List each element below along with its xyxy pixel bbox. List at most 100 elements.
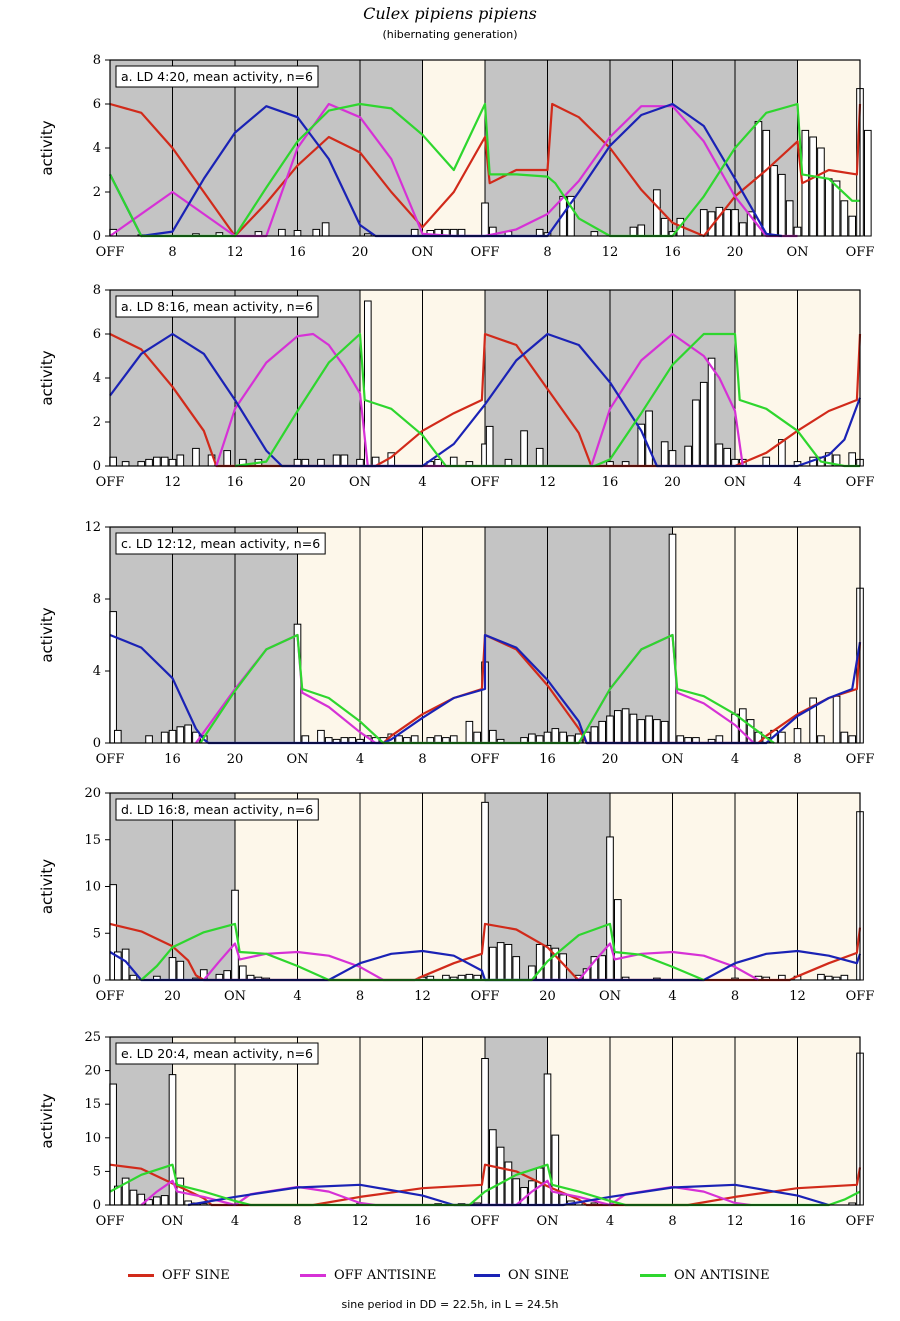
activity-bar: [551, 1134, 560, 1206]
legend-item-on-antisine: ON ANTISINE: [640, 1268, 770, 1283]
x-tick-label: OFF: [846, 475, 875, 490]
legend-swatch-off-sine: [128, 1274, 154, 1277]
curve-off-sine: [109, 1163, 862, 1207]
x-tick-label: 12: [352, 1214, 369, 1229]
activity-bar: [613, 899, 622, 981]
legend-label-off-sine: OFF SINE: [162, 1268, 230, 1283]
x-tick-label: 8: [418, 752, 426, 767]
legend-swatch-on-antisine: [640, 1274, 666, 1277]
x-tick-label: 4: [668, 989, 676, 1004]
activity-bar: [778, 731, 786, 744]
activity-bar: [192, 447, 200, 467]
activity-bar: [481, 202, 489, 237]
panel-title-box: [115, 532, 326, 555]
x-tick-label: 16: [539, 752, 556, 767]
y-tick-label: 0: [93, 736, 101, 751]
x-tick-label: ON: [224, 989, 246, 1004]
activity-bar: [223, 970, 232, 981]
activity-bar: [660, 217, 669, 237]
x-tick-label: OFF: [846, 1214, 875, 1229]
legend-item-on-sine: ON SINE: [474, 1268, 569, 1283]
activity-bar: [793, 728, 802, 744]
x-tick-label: 20: [664, 475, 681, 490]
activity-bar: [109, 611, 117, 744]
activity-bar: [223, 450, 232, 467]
x-tick-label: 4: [231, 1214, 239, 1229]
activity-bar: [848, 452, 857, 467]
legend-label-on-sine: ON SINE: [508, 1268, 570, 1283]
x-tick-label: 12: [414, 989, 431, 1004]
panel-title: a. LD 8:16, mean activity, n=6: [121, 299, 313, 314]
activity-bar: [731, 209, 739, 237]
x-tick-label: 16: [789, 1214, 806, 1229]
y-axis-label: activity: [38, 120, 56, 175]
activity-bar: [520, 430, 528, 467]
y-tick-label: 4: [93, 664, 101, 679]
figure-subtitle: (hibernating generation): [382, 28, 518, 41]
x-tick-label: 8: [293, 1214, 301, 1229]
activity-bar: [770, 165, 778, 237]
activity-bar: [606, 836, 614, 981]
legend-item-off-sine: OFF SINE: [128, 1268, 230, 1283]
x-tick-label: ON: [161, 1214, 183, 1229]
panel-title-box: [115, 65, 319, 88]
activity-bar: [660, 720, 669, 744]
panel-title: c. LD 12:12, mean activity, n=6: [121, 536, 320, 551]
x-tick-label: OFF: [471, 475, 500, 490]
activity-bar: [840, 974, 849, 981]
y-tick-label: 4: [93, 141, 101, 156]
activity-bar: [312, 228, 321, 237]
curve-on-sine: [109, 633, 862, 745]
activity-bar: [176, 454, 185, 467]
x-tick-label: 20: [289, 475, 306, 490]
activity-bar: [121, 461, 130, 467]
y-tick-label: 20: [84, 786, 101, 801]
activity-bar: [160, 731, 169, 744]
activity-bar: [606, 715, 614, 744]
activity-bar: [551, 728, 560, 744]
activity-bar: [332, 454, 341, 467]
activity-bar: [848, 215, 857, 237]
curve-on-antisine: [109, 102, 860, 238]
activity-bar: [145, 458, 153, 467]
y-axis-label: activity: [38, 1093, 56, 1148]
y-tick-label: 15: [84, 833, 101, 848]
activity-bar: [613, 710, 622, 744]
y-tick-label: 5: [93, 926, 101, 941]
curve-on-antisine: [234, 332, 860, 468]
chart-panel-4: 0 5 10 15 20 OFF 20 ON 4 8 12 OFF 20 ON 4 8 12 OFF activit…: [38, 786, 874, 1004]
activity-bar: [785, 200, 794, 237]
activity-bar: [512, 956, 521, 981]
dark-phase-band: [110, 1037, 173, 1205]
activity-bar: [473, 731, 482, 744]
x-tick-label: 16: [164, 752, 181, 767]
activity-bar: [535, 447, 544, 467]
activity-bar: [817, 147, 825, 237]
curve-off-sine: [109, 102, 862, 238]
plot-frame: [109, 1036, 861, 1206]
panel-title-box: [115, 295, 319, 318]
activity-bar: [738, 222, 747, 237]
activity-bar: [738, 708, 747, 744]
activity-bar: [113, 729, 122, 744]
activity-bar: [840, 731, 849, 744]
activity-bar: [528, 733, 536, 744]
activity-bar: [590, 231, 599, 237]
y-tick-label: 0: [93, 973, 101, 988]
activity-bar: [637, 224, 646, 237]
chart-panel-5: 0 5 10 15 20 25 OFF ON 4 8 12 16 OFF ON 4 8 12 16 OFF activ…: [38, 1030, 874, 1229]
y-tick-label: 0: [93, 229, 101, 244]
y-axis-label: activity: [38, 859, 56, 914]
activity-bar: [488, 729, 497, 744]
activity-bar: [184, 724, 192, 744]
activity-bar: [629, 226, 638, 237]
x-tick-label: OFF: [846, 989, 875, 1004]
activity-bar: [321, 222, 330, 237]
y-tick-label: 25: [84, 1030, 101, 1045]
y-tick-label: 4: [93, 371, 101, 386]
activity-bar: [692, 399, 700, 467]
plot-frame: [109, 526, 861, 744]
x-tick-label: 8: [168, 245, 176, 260]
x-tick-label: 20: [539, 989, 556, 1004]
